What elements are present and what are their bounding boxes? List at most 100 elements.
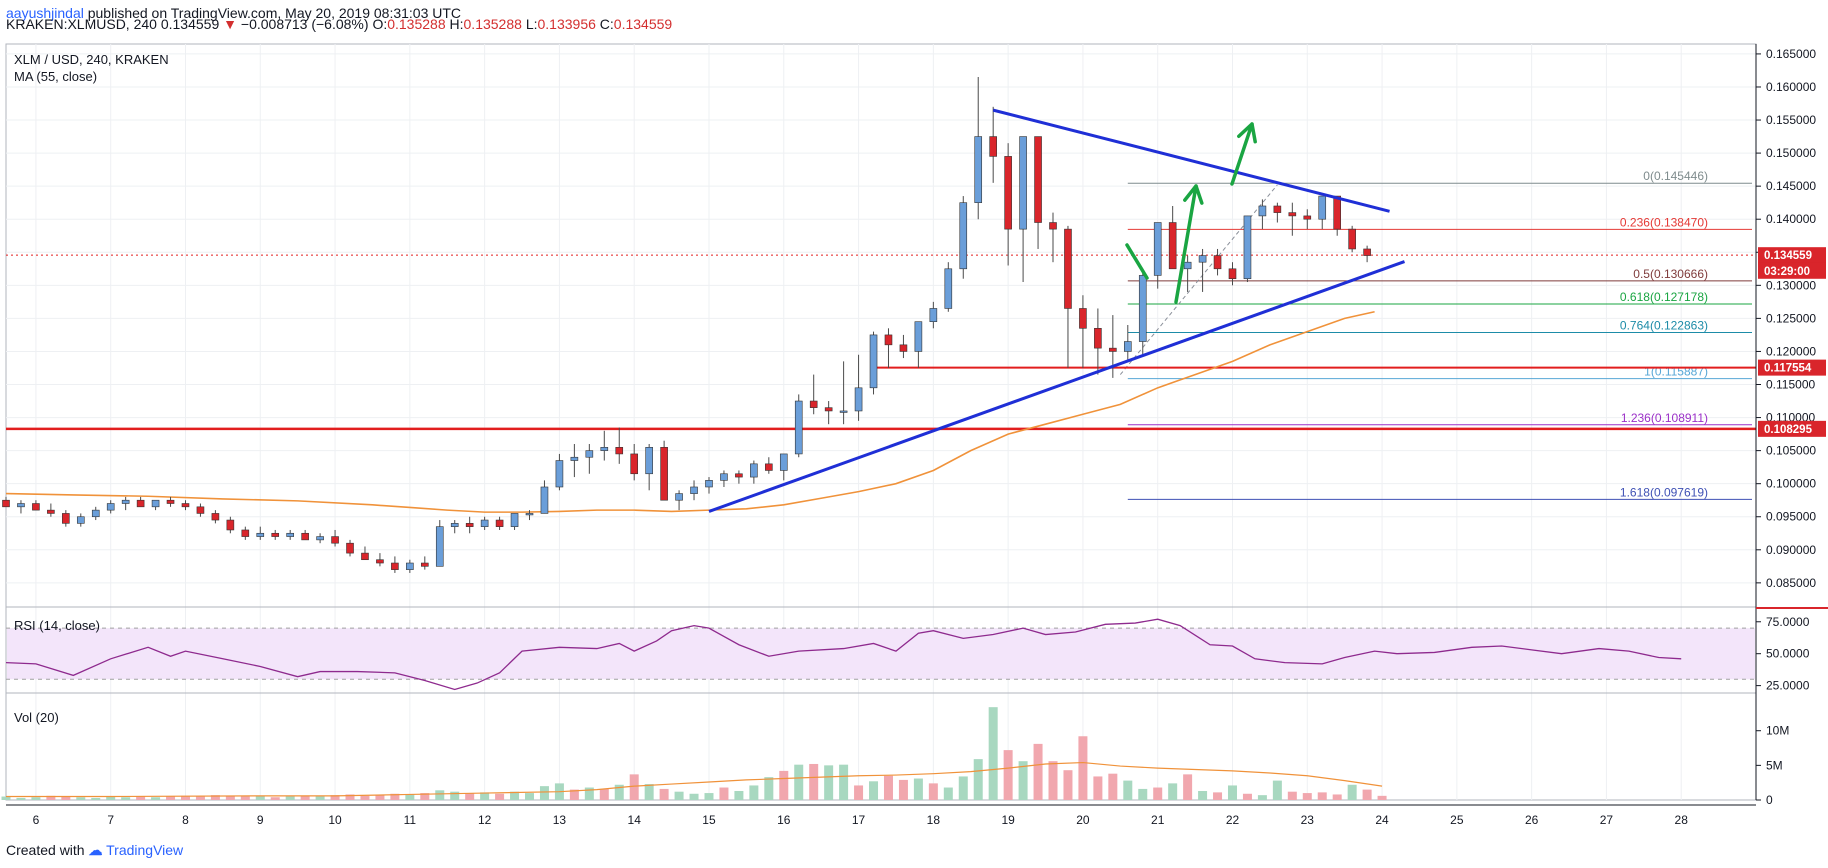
high-label: H:	[449, 16, 464, 32]
volume-bar	[1033, 743, 1043, 800]
volume-bar	[405, 794, 415, 800]
volume-bar	[674, 791, 684, 800]
volume-bar	[510, 791, 520, 800]
volume-bar	[525, 793, 535, 800]
price-tag-bg	[1758, 359, 1826, 376]
x-tick-label: 11	[404, 813, 417, 827]
rsi-tick-label: 75.0000	[1766, 615, 1810, 629]
vol-tick-label: 5M	[1766, 758, 1783, 772]
volume-bar	[1377, 795, 1387, 800]
trendlines[interactable]	[708, 108, 1406, 513]
candle-body	[406, 562, 414, 570]
candle-body	[809, 400, 818, 408]
candle-body	[1243, 215, 1252, 280]
candle-body	[824, 407, 833, 412]
volume-bar	[195, 796, 205, 800]
axes: 6 7 8 9 10 11 12 13 14 15 16 17 18 19 20 21 22 23 24 25 26 27…	[6, 44, 1816, 827]
published-text: published on TradingView.com, May 20, 20…	[87, 5, 462, 21]
volume-bar	[719, 787, 729, 800]
rsi-legend: RSI (14, close)	[14, 618, 100, 633]
volume-bar	[928, 783, 938, 800]
x-tick-label: 19	[1001, 813, 1015, 827]
candle-body	[91, 509, 100, 518]
candle-body	[1258, 205, 1267, 217]
volume-bar	[210, 795, 220, 800]
candle-body	[660, 447, 668, 501]
candle-body	[1079, 308, 1087, 329]
rise-arrow-2-head	[1237, 122, 1257, 144]
volume-bar	[764, 777, 774, 800]
chart-frame	[5, 43, 1757, 801]
volume-bar	[689, 793, 699, 800]
volume-bar	[1093, 776, 1103, 800]
x-tick-label: 13	[553, 813, 567, 827]
fib-level-label: 1.236(0.108911)	[1621, 411, 1708, 425]
candle-body	[196, 506, 205, 514]
y-tick-label: 0.130000	[1766, 278, 1816, 292]
candle-body	[181, 503, 190, 508]
trendline	[992, 108, 1390, 213]
x-tick-label: 27	[1600, 813, 1614, 827]
author-link[interactable]: aayushjindal	[6, 5, 84, 21]
candle-body	[1168, 222, 1177, 270]
candle-body	[869, 334, 878, 389]
drop-arrow-stroke	[1125, 243, 1149, 280]
y-tick-label: 0.120000	[1766, 344, 1816, 358]
volume-bar	[61, 796, 71, 800]
candle-body	[1213, 255, 1222, 270]
volume-bar	[285, 796, 295, 800]
volume-pane: 10M 5M 0	[1, 707, 1789, 807]
x-tick-label: 7	[107, 813, 114, 827]
volume-bar	[330, 795, 340, 800]
candle-body	[510, 513, 519, 527]
candle-body	[1348, 228, 1356, 250]
candle-body	[1318, 195, 1327, 220]
candle-body	[884, 334, 893, 346]
candle-body	[735, 473, 743, 478]
candle-body	[1183, 261, 1192, 270]
candle-body	[1303, 215, 1312, 220]
volume-bar	[943, 787, 953, 800]
volume-bar	[1138, 788, 1148, 800]
volume-bar	[1302, 793, 1312, 800]
price-tag-text: 0.108295	[1764, 424, 1813, 436]
volume-bar	[958, 776, 968, 800]
x-tick-label: 6	[33, 813, 40, 827]
created-with-label: Created with	[6, 842, 85, 858]
x-tick-label: 8	[182, 813, 189, 827]
volume-bar	[180, 795, 190, 800]
volume-bar	[225, 795, 235, 800]
forecast-arrows[interactable]	[1125, 122, 1257, 304]
y-tick-label: 0.115000	[1766, 378, 1815, 392]
x-tick-label: 28	[1675, 813, 1689, 827]
x-tick-label: 15	[702, 813, 716, 827]
candle-body	[615, 447, 624, 455]
volume-bar	[1123, 780, 1133, 800]
volume-bar	[1063, 770, 1073, 800]
volume-bar	[704, 793, 714, 800]
volume-bar	[539, 786, 549, 800]
vol-legend: Vol (20)	[14, 710, 59, 725]
tradingview-link[interactable]: TradingView	[106, 842, 184, 858]
volume-bar	[151, 797, 161, 800]
volume-bar	[136, 796, 146, 800]
volume-bar	[809, 763, 819, 800]
candle-body	[705, 480, 713, 488]
candle-body	[47, 509, 55, 514]
volume-bar	[824, 765, 834, 800]
chart-header: aayushjindal published on TradingView.co…	[0, 0, 1828, 26]
y-tick-label: 0.145000	[1766, 179, 1816, 193]
y-tick-label: 0.165000	[1766, 47, 1816, 61]
y-tick-label: 0.090000	[1766, 543, 1816, 557]
volume-bar	[345, 794, 355, 800]
volume-bar	[1347, 784, 1357, 800]
fib-level-label: 0.236(0.138470)	[1620, 215, 1708, 229]
volume-bar	[1362, 789, 1372, 800]
candle-body	[525, 513, 534, 516]
candle-body	[32, 503, 40, 511]
last-price: 0.134559	[160, 16, 220, 32]
volume-bar	[121, 797, 131, 800]
price-tag-bg	[1758, 247, 1826, 264]
vol-tick-label: 10M	[1766, 724, 1789, 738]
